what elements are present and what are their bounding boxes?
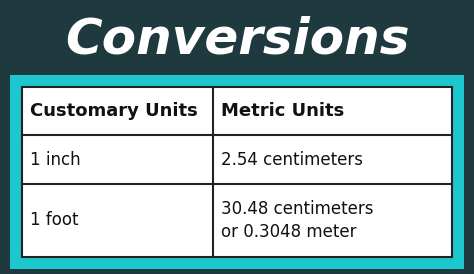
Text: Conversions: Conversions [65,16,409,64]
Text: 1 inch: 1 inch [30,151,81,169]
Text: 1 foot: 1 foot [30,212,79,229]
Text: Customary Units: Customary Units [30,102,198,120]
Bar [22,87,452,257]
Bar [10,75,464,269]
Text: Metric Units: Metric Units [221,102,345,120]
Text: 30.48 centimeters
or 0.3048 meter: 30.48 centimeters or 0.3048 meter [221,200,374,241]
Text: 2.54 centimeters: 2.54 centimeters [221,151,364,169]
